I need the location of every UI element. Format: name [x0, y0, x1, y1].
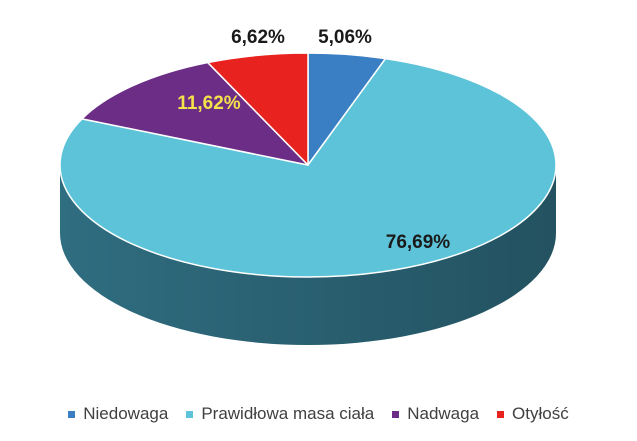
legend-item-otylosc: Otyłość [497, 404, 569, 424]
legend-label-otylosc: Otyłość [512, 404, 569, 423]
pie-side-shading [60, 165, 556, 345]
data-label-niedowaga: 5,06% [318, 27, 372, 48]
legend-swatch-niedowaga [68, 410, 76, 418]
pie-slice-nadwaga [81, 61, 309, 166]
pie-slice-otylosc [207, 52, 309, 166]
legend-item-prawidlowa-masa-ciala: Prawidłowa masa ciała [186, 404, 374, 424]
legend-item-niedowaga: Niedowaga [68, 404, 168, 424]
data-label-prawidlowa-masa-ciala: 76,69% [386, 232, 451, 253]
legend-label-niedowaga: Niedowaga [83, 404, 169, 423]
legend-label-nadwaga: Nadwaga [407, 404, 480, 423]
legend-label-prawidlowa-masa-ciala: Prawidłowa masa ciała [201, 404, 375, 423]
legend-swatch-otylosc [497, 410, 505, 418]
pie-slice-prawidlowa-masa-ciala [59, 57, 557, 278]
legend-swatch-nadwaga [392, 410, 400, 418]
legend-swatch-prawidlowa-masa-ciala [186, 410, 194, 418]
data-label-otylosc: 6,62% [231, 27, 285, 48]
data-label-nadwaga: 11,62% [177, 93, 240, 114]
legend: Niedowaga Prawidłowa masa ciała Nadwaga … [0, 404, 637, 424]
pie-chart-plot: 5,06% 76,69% 11,62% 6,62% [59, 27, 557, 345]
legend-item-nadwaga: Nadwaga [392, 404, 479, 424]
